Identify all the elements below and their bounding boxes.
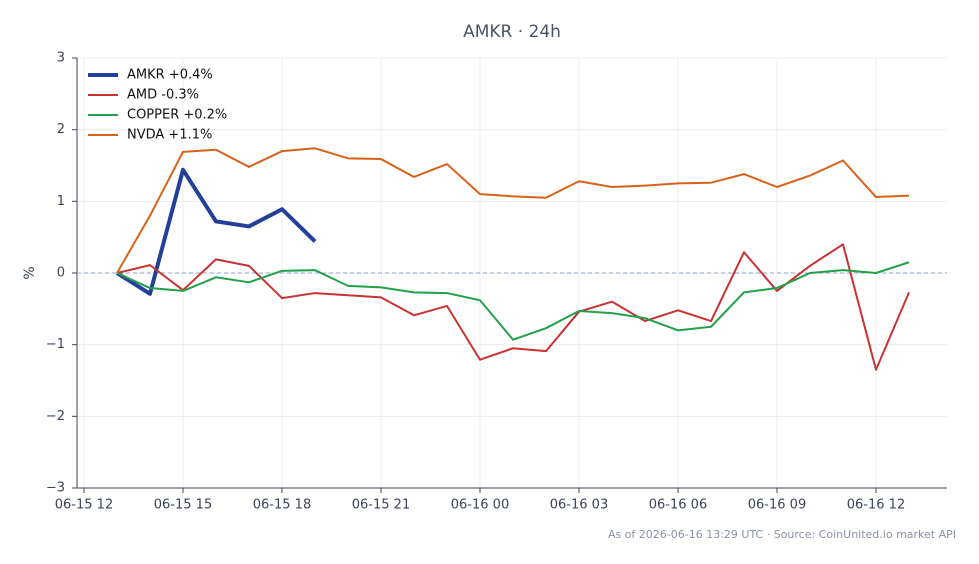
- x-tick-label: 06-16 12: [847, 498, 905, 513]
- legend-label: AMKR +0.4%: [127, 68, 213, 83]
- chart-title: AMKR · 24h: [463, 22, 561, 42]
- legend-label: AMD -0.3%: [127, 88, 199, 103]
- y-tick-label: −3: [46, 481, 65, 496]
- y-tick-label: 0: [57, 266, 65, 281]
- y-tick-label: 3: [57, 51, 65, 66]
- series-line: [115, 167, 317, 296]
- y-axis-label: %: [22, 266, 38, 279]
- x-tick-label: 06-16 00: [451, 498, 509, 513]
- series-line: [116, 261, 910, 341]
- legend-label: NVDA +1.1%: [127, 128, 212, 143]
- series-line: [116, 243, 910, 371]
- x-tick-label: 06-16 09: [748, 498, 806, 513]
- x-tick-label: 06-16 06: [649, 498, 707, 513]
- series-line: [116, 147, 910, 274]
- footer: As of 2026-06-16 13:29 UTC · Source: Coi…: [608, 528, 956, 541]
- legend-label: COPPER +0.2%: [127, 108, 227, 123]
- x-tick-label: 06-15 12: [55, 498, 113, 513]
- y-tick-label: 1: [57, 194, 65, 209]
- y-tick-label: 2: [57, 122, 65, 137]
- x-tick-label: 06-15 21: [352, 498, 410, 513]
- x-tick-label: 06-15 15: [154, 498, 212, 513]
- y-tick-label: −2: [46, 409, 65, 424]
- x-tick-label: 06-16 03: [550, 498, 608, 513]
- y-tick-label: −1: [46, 337, 65, 352]
- x-tick-label: 06-15 18: [253, 498, 311, 513]
